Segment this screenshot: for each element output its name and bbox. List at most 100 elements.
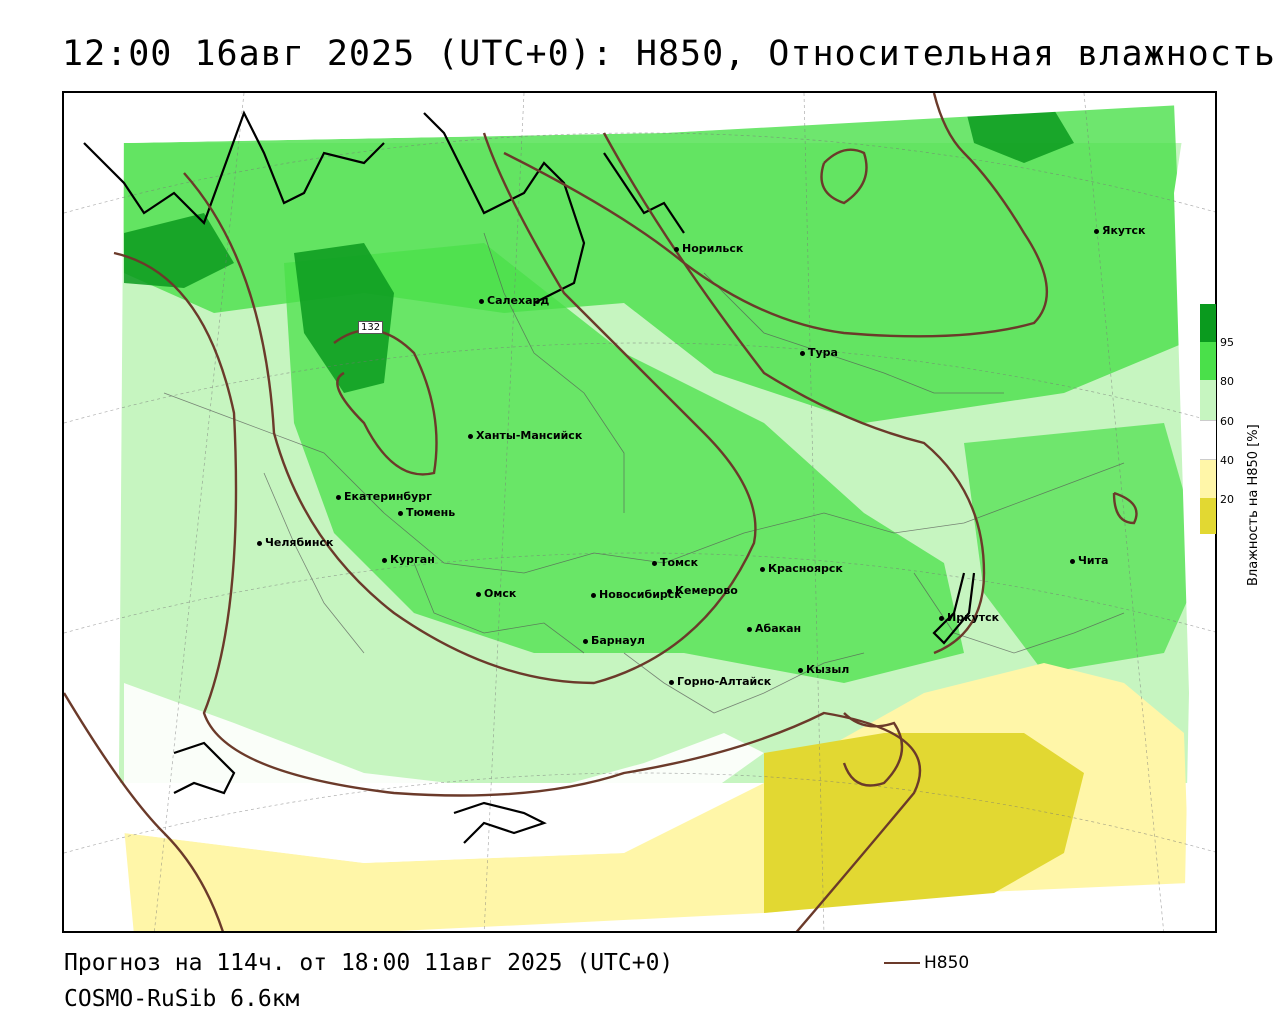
h850-contours (64, 93, 1138, 931)
legend-swatch-moist (1200, 380, 1216, 420)
contour-c (333, 329, 438, 476)
city-marker: Якутск (1094, 225, 1145, 237)
city-dot-icon (476, 591, 481, 597)
city-label: Омск (484, 587, 517, 600)
city-marker: Абакан (747, 623, 801, 635)
city-label: Тура (808, 346, 838, 359)
contour-value-label: 132 (358, 321, 384, 334)
city-label: Якутск (1102, 224, 1146, 237)
city-marker: Барнаул (583, 635, 645, 647)
city-marker: Горно-Алтайск (669, 676, 771, 688)
city-label: Екатеринбург (344, 490, 432, 503)
city-marker: Кемерово (667, 585, 738, 597)
city-marker: Иркутск (939, 612, 999, 624)
city-dot-icon (336, 494, 341, 500)
city-label: Тюмень (406, 506, 456, 519)
city-label: Кемерово (675, 584, 738, 597)
city-marker: Курган (382, 554, 435, 566)
humidity-legend: 95 80 60 40 20 (1200, 304, 1270, 604)
city-marker: Челябинск (257, 537, 333, 549)
city-marker: Тюмень (398, 507, 455, 519)
city-label: Чита (1078, 554, 1109, 567)
city-dot-icon (747, 626, 752, 632)
city-label: Красноярск (768, 562, 843, 575)
contour-g (842, 712, 904, 787)
contour-d (503, 93, 1049, 338)
legend-tick: 80 (1220, 375, 1234, 388)
city-label: Кызыл (806, 663, 850, 676)
map-title: 12:00 16авг 2025 (UTC+0): H850, Относите… (62, 34, 1276, 74)
legend-swatch-very-dry (1200, 498, 1216, 534)
city-dot-icon (939, 615, 944, 621)
contour-key-line (884, 962, 920, 964)
map-frame: 132 Якутск Норильск Салехард Тура Ханты-Манс… (62, 91, 1217, 933)
city-marker: Ханты-Мансийск (468, 430, 582, 442)
neutral-field-south (124, 683, 764, 863)
legend-swatch-very-humid (1200, 304, 1216, 342)
city-marker: Тура (800, 347, 838, 359)
city-label: Салехард (487, 294, 550, 307)
humidity-map (64, 93, 1215, 931)
city-dot-icon (398, 510, 403, 516)
legend-swatch-neutral (1200, 420, 1216, 460)
city-dot-icon (652, 560, 657, 566)
city-dot-icon (591, 592, 596, 598)
city-dot-icon (1070, 558, 1075, 564)
city-marker: Омск (476, 588, 516, 600)
city-dot-icon (800, 350, 805, 356)
legend-tick: 60 (1220, 415, 1234, 428)
legend-tick: 20 (1220, 493, 1234, 506)
contour-e (602, 132, 986, 655)
city-marker: Салехард (479, 295, 549, 307)
city-dot-icon (583, 638, 588, 644)
contour-a (113, 251, 922, 931)
humid-field-north (124, 103, 1184, 423)
city-marker: Екатеринбург (336, 491, 432, 503)
city-marker: Норильск (674, 243, 743, 255)
region-borders (163, 232, 1125, 714)
city-marker: Новосибирск (591, 589, 682, 601)
model-name: COSMO-RuSib 6.6км (64, 986, 300, 1012)
city-marker: Кызыл (798, 664, 849, 676)
legend-swatch-dry (1200, 460, 1216, 498)
coastlines (83, 110, 976, 844)
city-label: Барнаул (591, 634, 645, 647)
city-dot-icon (468, 433, 473, 439)
city-dot-icon (479, 298, 484, 304)
contour-key: H850 (884, 953, 969, 973)
very-dry-field-mongolia (764, 733, 1084, 913)
legend-tick: 40 (1220, 454, 1234, 467)
city-label: Горно-Алтайск (677, 675, 772, 688)
humid-field-east (964, 423, 1204, 673)
city-label: Норильск (682, 242, 744, 255)
city-dot-icon (257, 540, 262, 546)
city-dot-icon (760, 566, 765, 572)
legend-tick: 95 (1220, 336, 1234, 349)
contour-key-label: H850 (924, 953, 970, 973)
city-label: Челябинск (265, 536, 334, 549)
city-label: Иркутск (947, 611, 1000, 624)
contour-i (64, 692, 224, 931)
outside-domain-top (64, 93, 1215, 143)
city-marker: Красноярск (760, 563, 843, 575)
city-dot-icon (674, 246, 679, 252)
city-marker: Чита (1070, 555, 1108, 567)
city-dot-icon (1094, 228, 1099, 234)
city-label: Абакан (755, 622, 802, 635)
legend-caption: Влажность на H850 [%] (1246, 424, 1261, 586)
city-dot-icon (669, 679, 674, 685)
forecast-info: Прогноз на 114ч. от 18:00 11авг 2025 (UT… (64, 950, 674, 976)
city-label: Курган (390, 553, 435, 566)
contour-f (820, 148, 868, 205)
legend-swatch-humid (1200, 342, 1216, 380)
city-dot-icon (798, 667, 803, 673)
contour-h (1112, 491, 1138, 525)
outside-domain-right (1174, 93, 1215, 931)
city-dot-icon (382, 557, 387, 563)
city-label: Новосибирск (599, 588, 682, 601)
contour-b (183, 132, 757, 685)
very-humid-field-ural (294, 243, 394, 393)
city-dot-icon (667, 588, 672, 594)
city-label: Томск (660, 556, 699, 569)
city-label: Ханты-Мансийск (476, 429, 583, 442)
